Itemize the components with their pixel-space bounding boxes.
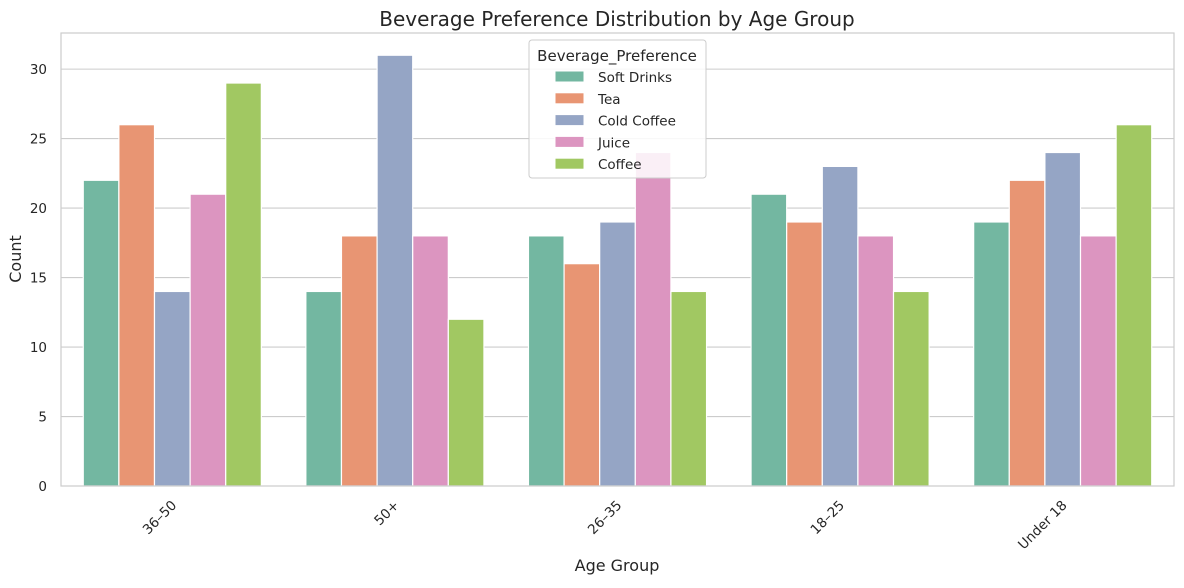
- y-tick-label: 25: [30, 132, 47, 148]
- y-axis-label: Count: [6, 235, 25, 283]
- bar: [412, 235, 449, 487]
- bar: [447, 318, 485, 487]
- legend-swatch: [554, 114, 585, 127]
- bar: [527, 235, 565, 487]
- legend-title: Beverage_Preference: [537, 47, 697, 66]
- bar: [1079, 235, 1117, 487]
- y-tick-label: 5: [38, 410, 47, 426]
- y-tick-label: 20: [30, 201, 47, 217]
- bars: [82, 54, 1153, 487]
- x-tick-labels: 36–50 50+ 26–35 18–25 Under 18: [140, 498, 1071, 553]
- y-tick-label: 10: [30, 340, 47, 356]
- x-tick-label: 50+: [371, 498, 402, 529]
- legend-label: Coffee: [598, 157, 642, 173]
- legend-swatch: [554, 92, 585, 105]
- legend-label: Soft Drinks: [598, 70, 672, 86]
- plot-frame: [60, 32, 1175, 487]
- bar: [563, 263, 601, 487]
- bar: [189, 193, 227, 487]
- bar: [857, 235, 895, 487]
- y-tick-label: 0: [38, 479, 47, 495]
- legend-swatch: [554, 135, 585, 148]
- bar: [305, 290, 343, 487]
- bar: [599, 221, 636, 487]
- bar: [1044, 151, 1082, 487]
- bar: [1115, 124, 1153, 487]
- bar: [376, 54, 414, 487]
- legend-label: Cold Coffee: [598, 114, 676, 130]
- bar: [82, 179, 120, 487]
- x-tick-label: Under 18: [1015, 498, 1070, 553]
- y-tick-label: 30: [30, 62, 47, 78]
- bar: [973, 221, 1010, 487]
- legend: Beverage_Preference Soft Drinks Tea Cold C…: [528, 39, 707, 179]
- bar: [225, 82, 262, 487]
- x-axis-label: Age Group: [575, 556, 660, 575]
- x-tick-label: 36–50: [140, 498, 180, 538]
- x-tick-label: 18–25: [808, 498, 848, 538]
- bar: [892, 290, 930, 487]
- y-tick-label: 15: [30, 271, 47, 287]
- bar: [750, 193, 788, 487]
- legend-swatch: [554, 70, 585, 83]
- legend-swatch: [554, 157, 585, 170]
- bar: [1008, 179, 1046, 487]
- legend-items: Soft Drinks Tea Cold Coffee Juice Coffee: [554, 70, 676, 173]
- bar: [821, 165, 859, 487]
- chart-title: Beverage Preference Distribution by Age …: [379, 7, 854, 31]
- legend-label: Tea: [597, 92, 621, 108]
- bar: [786, 221, 823, 487]
- bar: [634, 151, 672, 487]
- x-tick-label: 26–35: [585, 498, 625, 538]
- legend-label: Juice: [597, 135, 630, 151]
- bar: [153, 290, 191, 487]
- bar: [118, 124, 156, 487]
- bar: [340, 235, 378, 487]
- y-tick-labels: 0 5 10 15 20 25 30: [30, 62, 47, 495]
- bar: [670, 290, 708, 487]
